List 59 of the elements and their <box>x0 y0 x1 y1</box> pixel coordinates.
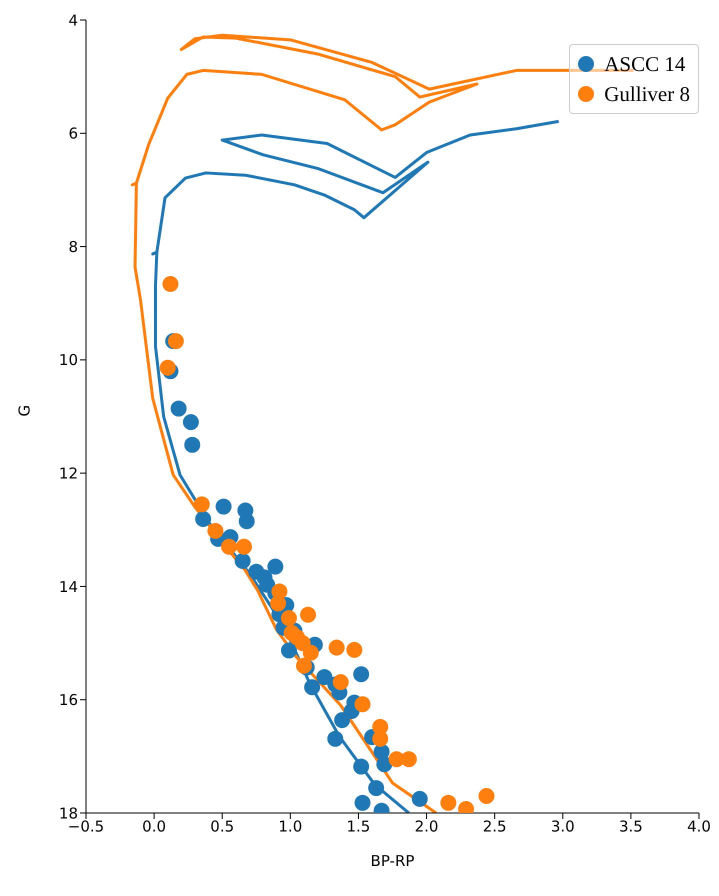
point <box>332 674 349 690</box>
point <box>194 496 210 512</box>
point <box>334 712 350 728</box>
y-tick-label: 14 <box>58 578 78 596</box>
point <box>400 751 417 768</box>
point <box>280 642 297 658</box>
point <box>160 360 176 376</box>
point <box>296 658 312 674</box>
line-series <box>151 120 560 813</box>
point <box>354 794 371 811</box>
y-tick-label: 12 <box>58 464 78 482</box>
point <box>327 730 344 747</box>
point <box>316 669 332 686</box>
point <box>354 696 371 712</box>
legend-label: ASCC 14 <box>604 51 686 78</box>
x-tick-label: 1.5 <box>346 818 370 836</box>
point <box>376 756 392 772</box>
point <box>221 538 238 555</box>
point <box>304 679 320 696</box>
y-tick-label: 6 <box>68 124 78 143</box>
point <box>300 606 316 623</box>
point <box>440 794 456 811</box>
x-axis-title: BP-RP <box>370 852 414 870</box>
y-tick-label: 4 <box>68 11 78 30</box>
point <box>353 666 370 682</box>
y-tick-label: 16 <box>58 691 78 710</box>
x-tick-label: 2.0 <box>414 818 438 836</box>
y-tick-label: 10 <box>58 351 78 370</box>
x-tick-label: 0.0 <box>142 818 166 836</box>
point <box>184 436 200 453</box>
x-tick-label: 3.5 <box>618 818 643 836</box>
point <box>302 644 319 661</box>
y-axis-title: G <box>15 404 34 416</box>
point <box>182 414 199 430</box>
point <box>238 513 255 530</box>
point <box>236 538 252 555</box>
point <box>346 642 362 658</box>
point <box>328 640 345 656</box>
point <box>216 498 232 515</box>
point <box>170 400 187 417</box>
x-tick-label: 0.5 <box>210 818 234 836</box>
point <box>195 511 212 527</box>
point <box>270 595 286 612</box>
point <box>280 610 297 626</box>
point <box>372 730 388 747</box>
point <box>267 558 284 575</box>
x-tick-label: 1.0 <box>278 818 302 836</box>
x-tick-label: 4.0 <box>687 818 711 836</box>
point <box>207 522 224 539</box>
x-tick-label: 2.5 <box>482 818 507 836</box>
point <box>412 790 428 807</box>
point <box>234 552 251 569</box>
legend-label: Gulliver 8 <box>604 81 690 108</box>
point <box>162 276 178 292</box>
x-tick-label: 3.0 <box>550 818 575 836</box>
point <box>478 788 494 804</box>
point <box>353 758 370 775</box>
point <box>368 780 384 796</box>
y-tick-label: 8 <box>68 238 78 256</box>
